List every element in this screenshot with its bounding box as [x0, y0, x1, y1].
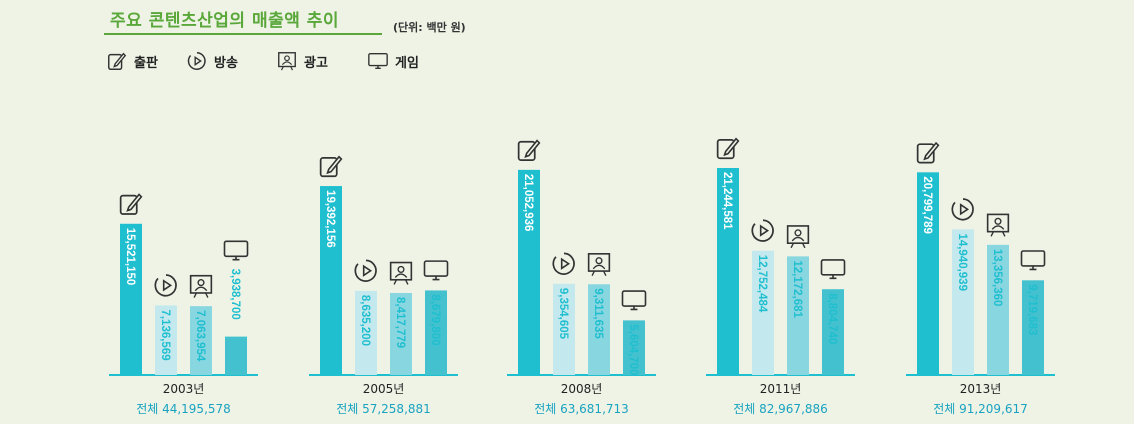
bar-value-label: 13,356,360: [991, 249, 1003, 307]
bar-광고: [588, 284, 610, 375]
bar-value-label: 7,063,954: [194, 310, 206, 362]
game-monitor-icon: [820, 259, 846, 280]
bar-게임: [225, 336, 247, 375]
publishing-pen-icon: [319, 155, 343, 178]
year-label: 2003년: [163, 382, 205, 396]
broadcast-play-icon: [552, 252, 575, 275]
broadcast-play-icon: [951, 198, 974, 221]
bar-value-label: 15,521,150: [124, 228, 136, 286]
bar-value-label: 21,244,581: [721, 172, 733, 230]
bar-value-label: 7,136,569: [159, 309, 171, 360]
bar-게임: [623, 320, 645, 375]
year-label: 2011년: [760, 382, 802, 396]
legend-item-broadcast: 방송: [186, 50, 238, 72]
bar-게임: [1022, 280, 1044, 375]
advertising-board-icon: [986, 213, 1010, 237]
advertising-board-icon: [786, 225, 810, 249]
advertising-board-icon: [278, 52, 296, 71]
total-label: 전체 44,195,578: [136, 402, 231, 416]
bar-value-label: 9,354,605: [557, 288, 569, 340]
chart-title: 주요 콘텐츠산업의 매출액 추이: [110, 11, 340, 31]
bar-value-label: 8,417,779: [394, 297, 406, 348]
game-monitor-icon: [621, 290, 647, 311]
publishing-pen-icon: [916, 141, 940, 164]
legend-item-advertising: 광고: [276, 50, 328, 72]
publishing-pen-icon: [119, 193, 143, 215]
bar-value-label: 3,938,700: [229, 269, 241, 320]
total-label: 전체 57,258,881: [336, 402, 431, 416]
publishing-pen-icon: [517, 139, 541, 161]
bar-방송: [155, 305, 177, 375]
bar-value-label: 19,392,156: [324, 190, 336, 248]
bar-게임: [425, 290, 447, 375]
bar-광고: [987, 244, 1009, 375]
bar-value-label: 20,799,789: [921, 176, 933, 234]
bar-value-label: 8,804,740: [826, 293, 838, 344]
bar-출판: [717, 168, 739, 375]
broadcast-play-icon: [354, 259, 377, 282]
bar-방송: [752, 250, 774, 375]
year-label: 2008년: [561, 382, 603, 396]
advertising-board-icon: [189, 274, 213, 298]
total-label: 전체 91,209,617: [933, 402, 1028, 416]
year-label: 2005년: [363, 382, 405, 396]
game-monitor-icon: [223, 240, 249, 261]
broadcast-play-icon: [154, 274, 177, 297]
legend-label: 광고: [304, 55, 328, 71]
advertising-board-icon: [587, 253, 611, 276]
legend-item-publishing: 출판: [106, 50, 158, 72]
advertising-board-icon: [389, 261, 413, 285]
bar-value-label: 21,052,936: [522, 174, 534, 232]
bar-게임: [822, 289, 844, 375]
publishing-pen-icon: [108, 52, 127, 70]
bar-value-label: 5,604,700: [627, 324, 639, 375]
legend-label: 방송: [214, 55, 238, 71]
bar-value-label: 9,719,683: [1026, 284, 1038, 335]
bar-방송: [355, 290, 377, 375]
bar-value-label: 8,679,800: [429, 294, 441, 345]
bar-value-label: 14,940,939: [956, 233, 968, 291]
bar-광고: [190, 306, 212, 375]
game-monitor-icon: [368, 52, 388, 70]
title-underline: [104, 33, 382, 35]
game-monitor-icon: [423, 260, 449, 281]
legend-item-game: 게임: [367, 50, 419, 72]
total-label: 전체 63,681,713: [534, 402, 629, 416]
game-monitor-icon: [1020, 250, 1046, 271]
bar-value-label: 12,172,681: [791, 260, 803, 318]
bar-value-label: 12,752,484: [756, 255, 768, 313]
bar-광고: [390, 292, 412, 375]
bar-value-label: 8,635,200: [359, 295, 371, 346]
bar-value-label: 9,311,635: [592, 288, 604, 339]
year-label: 2013년: [960, 382, 1002, 396]
bar-방송: [553, 283, 575, 375]
broadcast-play-icon: [751, 219, 774, 242]
bar-출판: [917, 172, 939, 375]
bar-광고: [787, 256, 809, 375]
unit-label: (단위: 백만 원): [393, 21, 466, 34]
publishing-pen-icon: [716, 137, 740, 160]
legend-label: 게임: [395, 55, 419, 71]
broadcast-play-icon: [187, 52, 206, 70]
bar-출판: [320, 186, 342, 375]
bar-출판: [518, 169, 540, 375]
bar-방송: [952, 229, 974, 375]
total-label: 전체 82,967,886: [733, 402, 828, 416]
legend-label: 출판: [134, 55, 158, 71]
bar-출판: [120, 223, 142, 375]
